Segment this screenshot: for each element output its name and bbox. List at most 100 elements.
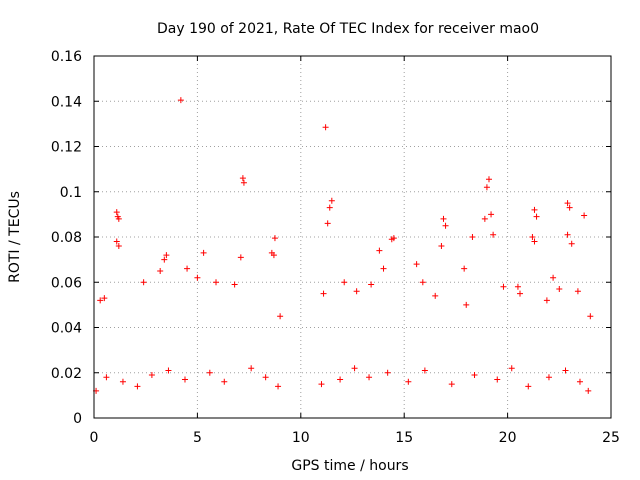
data-point xyxy=(500,283,507,290)
x-tick-label: 25 xyxy=(602,430,620,446)
data-point xyxy=(119,378,126,385)
data-point xyxy=(351,365,358,372)
data-point xyxy=(271,235,278,242)
data-point xyxy=(376,247,383,254)
data-point xyxy=(239,175,246,182)
data-point xyxy=(368,281,375,288)
data-point xyxy=(564,200,571,207)
data-point xyxy=(388,236,395,243)
chart-title: Day 190 of 2021, Rate Of TEC Index for r… xyxy=(157,21,539,37)
data-point xyxy=(157,267,164,274)
x-tick-labels: 0 5 10 15 20 25 xyxy=(90,430,620,446)
data-point xyxy=(471,372,478,379)
data-point xyxy=(531,206,538,213)
data-point xyxy=(448,381,455,388)
data-point xyxy=(115,215,122,222)
data-point xyxy=(366,374,373,381)
data-point xyxy=(115,243,122,250)
data-point xyxy=(525,383,532,390)
data-point xyxy=(221,378,228,385)
data-point xyxy=(384,369,391,376)
data-point xyxy=(231,281,238,288)
data-point xyxy=(318,381,325,388)
x-tick-label: 0 xyxy=(90,430,99,446)
data-point xyxy=(341,279,348,286)
data-point xyxy=(531,238,538,245)
data-point xyxy=(262,374,269,381)
data-point xyxy=(165,367,172,374)
axis-ticks xyxy=(93,55,612,419)
data-point xyxy=(240,179,247,186)
data-point xyxy=(206,369,213,376)
data-point xyxy=(485,176,492,183)
data-point xyxy=(562,367,569,374)
data-point xyxy=(438,243,445,250)
data-point xyxy=(200,249,207,256)
y-tick-label: 0.14 xyxy=(51,94,82,110)
data-point xyxy=(564,231,571,238)
data-point xyxy=(529,234,536,240)
data-point xyxy=(213,279,220,286)
data-point xyxy=(237,254,244,261)
data-point xyxy=(320,290,327,297)
x-tick-label: 5 xyxy=(193,430,202,446)
y-tick-label: 0.06 xyxy=(51,275,82,291)
data-point xyxy=(380,265,387,272)
data-point xyxy=(275,383,282,390)
x-axis-label: GPS time / hours xyxy=(291,458,408,474)
data-point xyxy=(533,213,540,220)
y-tick-label: 0.1 xyxy=(60,185,82,201)
data-point xyxy=(113,209,120,216)
data-point xyxy=(483,184,490,191)
data-point xyxy=(277,313,284,320)
data-point xyxy=(550,274,557,281)
y-tick-label: 0.16 xyxy=(51,49,82,65)
data-point xyxy=(163,252,170,259)
x-tick-label: 20 xyxy=(499,430,517,446)
data-point xyxy=(469,234,476,240)
data-point xyxy=(270,252,277,259)
data-point xyxy=(328,197,335,204)
data-point xyxy=(488,211,495,218)
data-point xyxy=(419,279,426,286)
data-point xyxy=(353,288,360,295)
data-point xyxy=(413,261,420,268)
data-point xyxy=(97,297,104,304)
data-point xyxy=(177,97,184,104)
data-point xyxy=(576,378,583,385)
data-point xyxy=(324,220,331,227)
data-point xyxy=(181,376,188,383)
data-point xyxy=(248,365,255,372)
data-point xyxy=(134,383,141,390)
data-point xyxy=(490,231,497,238)
y-tick-label: 0.12 xyxy=(51,140,82,156)
data-point xyxy=(566,204,573,211)
data-point xyxy=(545,374,552,381)
data-point xyxy=(322,124,329,131)
data-point xyxy=(568,240,575,247)
y-tick-labels: 0 0.02 0.04 0.06 0.08 0.1 0.12 0.14 0.16 xyxy=(51,49,82,427)
data-point xyxy=(184,265,191,272)
data-point xyxy=(326,204,333,211)
data-point xyxy=(337,376,344,383)
data-point xyxy=(103,374,110,381)
grid xyxy=(94,56,611,418)
data-point xyxy=(585,387,592,394)
data-point xyxy=(113,238,120,245)
data-point xyxy=(514,283,521,290)
data-points xyxy=(93,97,594,394)
data-point xyxy=(574,288,581,295)
data-point xyxy=(463,301,470,308)
data-point xyxy=(140,279,147,286)
data-point xyxy=(587,313,594,320)
data-point xyxy=(421,367,428,374)
data-point xyxy=(101,295,108,302)
y-tick-label: 0.04 xyxy=(51,321,82,337)
data-point xyxy=(442,222,449,229)
data-point xyxy=(581,212,588,219)
data-point xyxy=(432,292,439,299)
data-point xyxy=(517,290,524,297)
y-axis-label: ROTI / TECUs xyxy=(7,191,23,283)
x-tick-label: 10 xyxy=(292,430,310,446)
